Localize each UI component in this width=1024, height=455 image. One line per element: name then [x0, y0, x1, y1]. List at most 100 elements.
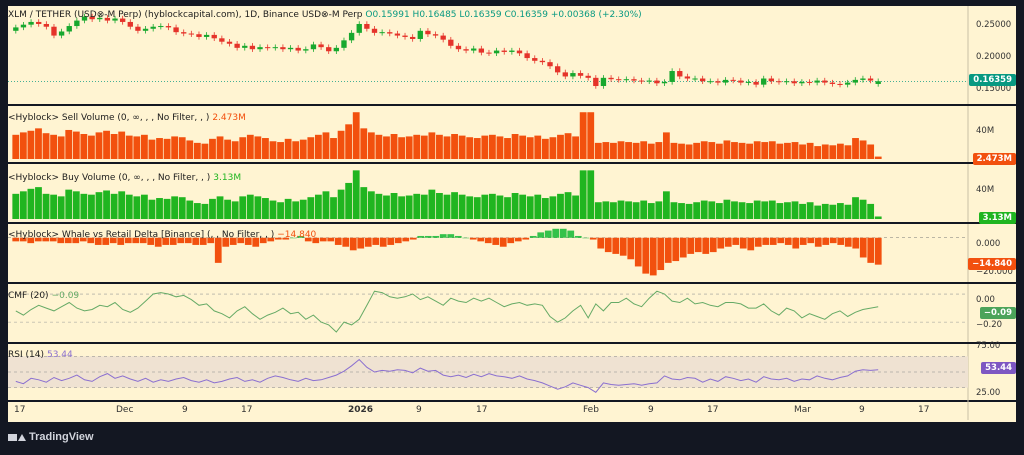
volume-bar	[345, 124, 353, 159]
volume-bar	[436, 193, 443, 219]
volume-bar	[387, 237, 395, 245]
volume-bar	[319, 237, 327, 242]
candle-body	[272, 47, 278, 49]
volume-bar	[559, 228, 567, 238]
volume-bar	[488, 134, 496, 159]
volume-bar	[529, 235, 537, 238]
volume-bar	[171, 136, 179, 159]
volume-bar	[481, 135, 489, 159]
volume-bar	[477, 237, 485, 242]
volume-bar	[670, 202, 678, 219]
volume-bar	[549, 196, 557, 219]
volume-bar	[496, 136, 504, 159]
volume-bar	[522, 237, 530, 240]
candle-body	[318, 44, 324, 48]
volume-bar	[700, 200, 708, 219]
volume-bar	[284, 198, 292, 219]
volume-bar	[207, 237, 215, 244]
candle-body	[509, 50, 515, 52]
volume-bar	[647, 203, 655, 219]
candle-body	[356, 23, 362, 33]
volume-bar	[746, 143, 754, 159]
candle-body	[753, 81, 759, 85]
volume-bar	[50, 194, 58, 219]
volume-bar	[443, 194, 451, 219]
volume-bar	[390, 134, 398, 159]
volume-bar	[597, 237, 605, 249]
rsi-value-tag: 53.44	[981, 362, 1016, 374]
tradingview-brand[interactable]: TradingView	[8, 431, 94, 443]
candle-body	[226, 41, 233, 44]
candle-body	[745, 81, 752, 83]
volume-bar	[544, 230, 552, 238]
volume-bar	[19, 237, 27, 242]
candle-body	[249, 45, 256, 50]
volume-bar	[109, 237, 117, 244]
candle-body	[783, 81, 790, 83]
candle-body	[97, 17, 103, 20]
volume-bar	[587, 112, 595, 159]
delta-value: −14.840	[277, 230, 317, 240]
volume-bar	[42, 237, 50, 242]
candle-body	[425, 30, 431, 35]
candle-body	[417, 30, 423, 39]
rsi-value: 53.44	[46, 350, 73, 360]
volume-bar	[481, 194, 489, 219]
sell-tick-0: 40M	[976, 126, 995, 136]
candle-body	[699, 78, 706, 82]
delta-tick-0: 0.000	[976, 239, 1001, 249]
volume-bar	[738, 202, 746, 219]
volume-bar	[342, 237, 350, 247]
volume-bar	[791, 201, 799, 219]
volume-bar	[72, 237, 80, 244]
volume-bar	[852, 138, 859, 159]
volume-bar	[627, 237, 635, 260]
volume-bar	[492, 237, 500, 245]
candle-body	[341, 40, 347, 48]
volume-bar	[352, 170, 360, 219]
volume-bar	[413, 193, 421, 219]
volume-bar	[231, 201, 239, 219]
volume-bar	[178, 197, 186, 219]
volume-bar	[274, 237, 282, 240]
volume-bar	[27, 188, 35, 219]
candle-body	[402, 35, 408, 37]
time-tick: 9	[182, 405, 188, 415]
candle-body	[89, 16, 95, 20]
candle-body	[36, 21, 42, 24]
volume-bar	[732, 237, 740, 245]
candle-body	[829, 82, 836, 84]
volume-bar	[239, 137, 247, 159]
candle-body	[844, 82, 851, 85]
candle-body	[242, 45, 248, 48]
volume-bar	[739, 237, 747, 249]
volume-bar	[717, 237, 725, 249]
candle-body	[631, 79, 637, 81]
volume-bar	[364, 237, 372, 247]
volume-bar	[694, 237, 702, 253]
volume-bar	[357, 237, 365, 249]
volume-bar	[762, 237, 770, 245]
volume-bar	[65, 129, 73, 159]
cmf-tick-1: −0.20	[976, 320, 1003, 330]
volume-bar	[57, 196, 65, 219]
volume-bar	[617, 141, 625, 159]
candle-body	[20, 24, 27, 28]
candle-body	[81, 16, 88, 21]
candle-body	[600, 77, 607, 87]
volume-bar	[237, 237, 245, 244]
volume-bar	[768, 200, 776, 219]
volume-bar	[169, 237, 177, 245]
candle-body	[51, 26, 57, 36]
rsi-title: RSI (14)	[8, 350, 44, 360]
candle-body	[348, 32, 355, 41]
candle-body	[387, 32, 393, 34]
volume-bar	[405, 195, 413, 219]
volume-bar	[65, 189, 73, 219]
volume-bar	[139, 237, 147, 244]
candle-body	[440, 35, 446, 40]
volume-bar	[314, 194, 322, 219]
volume-bar	[678, 203, 685, 219]
time-axis-strip	[8, 402, 1016, 422]
